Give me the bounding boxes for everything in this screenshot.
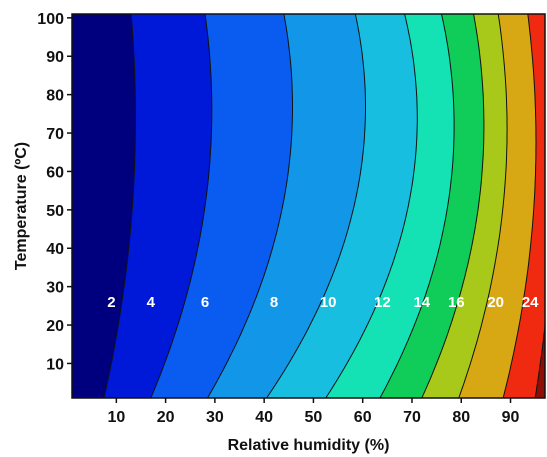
contour-lines (103, 14, 545, 398)
contour-level-label: 4 (147, 294, 156, 311)
x-tick-label: 60 (354, 409, 372, 426)
contour-line (502, 14, 537, 398)
contour-band (325, 14, 455, 398)
contour-band (72, 14, 136, 398)
contour-band (207, 14, 366, 398)
contour-band (421, 14, 508, 398)
y-tick-label: 80 (46, 88, 64, 105)
x-tick-label: 80 (452, 409, 470, 426)
contour-bands (72, 14, 545, 398)
y-tick-label: 40 (46, 241, 64, 258)
x-tick-label: 20 (157, 409, 175, 426)
contour-line (325, 14, 418, 398)
contour-line (150, 14, 213, 398)
x-tick-label: 10 (107, 409, 125, 426)
contour-level-labels: 2 4 6 8 10 12 14 16 20 24 (107, 294, 539, 311)
x-tick-label: 40 (255, 409, 273, 426)
contour-line (534, 14, 545, 398)
contour-band (503, 14, 545, 398)
x-tick-label: 30 (206, 409, 224, 426)
x-tick-label: 50 (305, 409, 323, 426)
x-tick-label: 90 (502, 409, 520, 426)
contour-band (104, 14, 212, 398)
contour-level-label: 24 (522, 294, 539, 311)
contour-band (535, 14, 545, 398)
contour-band (458, 14, 536, 398)
y-axis-label: Temperature (ºC) (13, 142, 30, 270)
contour-level-label: 10 (320, 294, 337, 311)
y-tick-label: 90 (46, 49, 64, 66)
y-tick-label: 20 (46, 318, 64, 335)
contour-line (379, 14, 455, 398)
y-tick-label: 100 (37, 11, 64, 28)
y-tick-label: 30 (46, 280, 64, 297)
y-axis-ticks: 10 20 30 40 50 60 70 80 90 100 (37, 11, 72, 373)
y-tick-label: 60 (46, 164, 64, 181)
y-tick-label: 50 (46, 203, 64, 220)
contour-level-label: 2 (107, 294, 115, 311)
contour-band (266, 14, 418, 398)
contour-level-label: 20 (487, 294, 504, 311)
x-axis-label: Relative humidity (%) (228, 437, 390, 454)
contour-line (421, 14, 485, 398)
plot-frame (71, 13, 546, 399)
y-tick-label: 70 (46, 126, 64, 143)
contour-line (266, 14, 366, 398)
contour-level-label: 6 (201, 294, 209, 311)
contour-line (103, 14, 136, 398)
contour-band (150, 14, 293, 398)
contour-line (207, 14, 293, 398)
contour-line (458, 14, 508, 398)
x-tick-label: 70 (403, 409, 421, 426)
contour-level-label: 8 (270, 294, 278, 311)
contour-level-label: 14 (413, 294, 430, 311)
contour-level-label: 12 (374, 294, 391, 311)
x-axis-ticks: 10 20 30 40 50 60 70 80 90 (107, 398, 520, 426)
contour-level-label: 16 (448, 294, 465, 311)
y-tick-label: 10 (46, 356, 64, 373)
